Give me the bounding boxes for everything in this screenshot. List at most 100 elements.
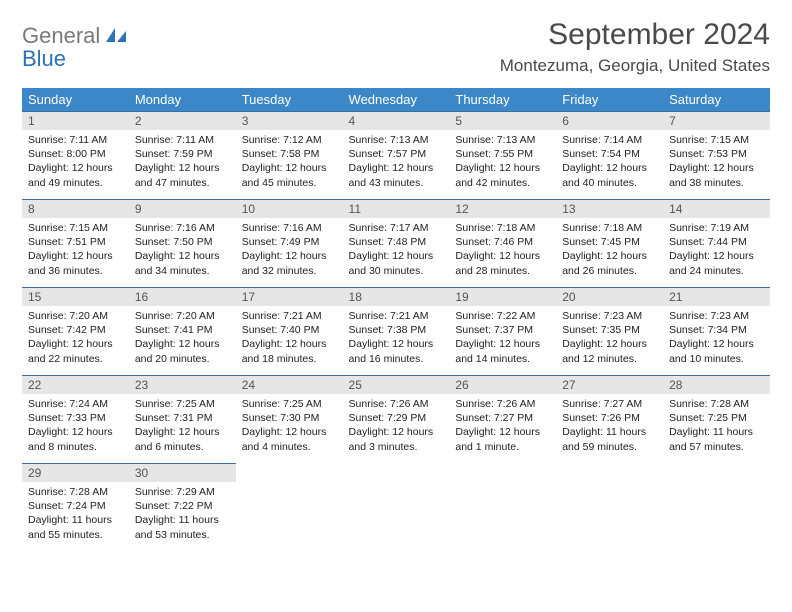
daylight-line: Daylight: 12 hours and 49 minutes. (28, 161, 123, 189)
day-details: Sunrise: 7:18 AMSunset: 7:46 PMDaylight:… (449, 218, 556, 282)
day-number: 14 (663, 199, 770, 218)
sunrise-line: Sunrise: 7:18 AM (562, 221, 657, 235)
day-details: Sunrise: 7:23 AMSunset: 7:34 PMDaylight:… (663, 306, 770, 370)
weekday-header: Monday (129, 88, 236, 111)
daylight-line: Daylight: 12 hours and 1 minute. (455, 425, 550, 453)
day-number: 24 (236, 375, 343, 394)
day-number: 1 (22, 111, 129, 130)
day-details: Sunrise: 7:16 AMSunset: 7:49 PMDaylight:… (236, 218, 343, 282)
day-number: 4 (343, 111, 450, 130)
day-number: 3 (236, 111, 343, 130)
calendar-cell: 8Sunrise: 7:15 AMSunset: 7:51 PMDaylight… (22, 199, 129, 287)
calendar-cell: .. (343, 463, 450, 551)
day-number: 11 (343, 199, 450, 218)
weekday-header: Wednesday (343, 88, 450, 111)
day-number: 22 (22, 375, 129, 394)
daylight-line: Daylight: 12 hours and 28 minutes. (455, 249, 550, 277)
location: Montezuma, Georgia, United States (500, 56, 770, 76)
sunset-line: Sunset: 7:24 PM (28, 499, 123, 513)
calendar-cell: 25Sunrise: 7:26 AMSunset: 7:29 PMDayligh… (343, 375, 450, 463)
calendar-row: 8Sunrise: 7:15 AMSunset: 7:51 PMDaylight… (22, 199, 770, 287)
daylight-line: Daylight: 11 hours and 57 minutes. (669, 425, 764, 453)
day-details: Sunrise: 7:19 AMSunset: 7:44 PMDaylight:… (663, 218, 770, 282)
day-details: Sunrise: 7:26 AMSunset: 7:29 PMDaylight:… (343, 394, 450, 458)
calendar-cell: 1Sunrise: 7:11 AMSunset: 8:00 PMDaylight… (22, 111, 129, 199)
title-block: September 2024 Montezuma, Georgia, Unite… (500, 18, 770, 76)
sunrise-line: Sunrise: 7:12 AM (242, 133, 337, 147)
calendar-cell: 28Sunrise: 7:28 AMSunset: 7:25 PMDayligh… (663, 375, 770, 463)
day-details: Sunrise: 7:24 AMSunset: 7:33 PMDaylight:… (22, 394, 129, 458)
sunrise-line: Sunrise: 7:21 AM (242, 309, 337, 323)
day-details: Sunrise: 7:21 AMSunset: 7:38 PMDaylight:… (343, 306, 450, 370)
sunset-line: Sunset: 8:00 PM (28, 147, 123, 161)
daylight-line: Daylight: 12 hours and 26 minutes. (562, 249, 657, 277)
daylight-line: Daylight: 12 hours and 36 minutes. (28, 249, 123, 277)
calendar-cell: 4Sunrise: 7:13 AMSunset: 7:57 PMDaylight… (343, 111, 450, 199)
calendar-cell: 26Sunrise: 7:26 AMSunset: 7:27 PMDayligh… (449, 375, 556, 463)
calendar-cell: 12Sunrise: 7:18 AMSunset: 7:46 PMDayligh… (449, 199, 556, 287)
calendar-cell: 15Sunrise: 7:20 AMSunset: 7:42 PMDayligh… (22, 287, 129, 375)
day-details: Sunrise: 7:20 AMSunset: 7:42 PMDaylight:… (22, 306, 129, 370)
calendar-cell: 16Sunrise: 7:20 AMSunset: 7:41 PMDayligh… (129, 287, 236, 375)
calendar-row: 29Sunrise: 7:28 AMSunset: 7:24 PMDayligh… (22, 463, 770, 551)
calendar-cell: 17Sunrise: 7:21 AMSunset: 7:40 PMDayligh… (236, 287, 343, 375)
daylight-line: Daylight: 12 hours and 30 minutes. (349, 249, 444, 277)
daylight-line: Daylight: 12 hours and 22 minutes. (28, 337, 123, 365)
calendar-cell: 9Sunrise: 7:16 AMSunset: 7:50 PMDaylight… (129, 199, 236, 287)
day-number: 10 (236, 199, 343, 218)
sunset-line: Sunset: 7:29 PM (349, 411, 444, 425)
sunset-line: Sunset: 7:38 PM (349, 323, 444, 337)
day-number: 23 (129, 375, 236, 394)
day-number: 27 (556, 375, 663, 394)
day-details: Sunrise: 7:12 AMSunset: 7:58 PMDaylight:… (236, 130, 343, 194)
day-details: Sunrise: 7:15 AMSunset: 7:53 PMDaylight:… (663, 130, 770, 194)
sunrise-line: Sunrise: 7:14 AM (562, 133, 657, 147)
sunset-line: Sunset: 7:50 PM (135, 235, 230, 249)
sunrise-line: Sunrise: 7:15 AM (28, 221, 123, 235)
sunset-line: Sunset: 7:54 PM (562, 147, 657, 161)
day-number: 18 (343, 287, 450, 306)
calendar-cell: 7Sunrise: 7:15 AMSunset: 7:53 PMDaylight… (663, 111, 770, 199)
day-details: Sunrise: 7:15 AMSunset: 7:51 PMDaylight:… (22, 218, 129, 282)
day-number: 28 (663, 375, 770, 394)
daylight-line: Daylight: 12 hours and 34 minutes. (135, 249, 230, 277)
calendar-row: 1Sunrise: 7:11 AMSunset: 8:00 PMDaylight… (22, 111, 770, 199)
day-details: Sunrise: 7:28 AMSunset: 7:24 PMDaylight:… (22, 482, 129, 546)
sunset-line: Sunset: 7:51 PM (28, 235, 123, 249)
sunrise-line: Sunrise: 7:26 AM (455, 397, 550, 411)
sunset-line: Sunset: 7:30 PM (242, 411, 337, 425)
sunrise-line: Sunrise: 7:28 AM (669, 397, 764, 411)
calendar-cell: 30Sunrise: 7:29 AMSunset: 7:22 PMDayligh… (129, 463, 236, 551)
daylight-line: Daylight: 12 hours and 18 minutes. (242, 337, 337, 365)
calendar-cell: 23Sunrise: 7:25 AMSunset: 7:31 PMDayligh… (129, 375, 236, 463)
daylight-line: Daylight: 12 hours and 4 minutes. (242, 425, 337, 453)
header: General Blue September 2024 Montezuma, G… (22, 18, 770, 76)
sunrise-line: Sunrise: 7:25 AM (242, 397, 337, 411)
sunrise-line: Sunrise: 7:26 AM (349, 397, 444, 411)
day-number: 2 (129, 111, 236, 130)
daylight-line: Daylight: 12 hours and 47 minutes. (135, 161, 230, 189)
sunset-line: Sunset: 7:57 PM (349, 147, 444, 161)
weekday-header: Saturday (663, 88, 770, 111)
calendar-row: 15Sunrise: 7:20 AMSunset: 7:42 PMDayligh… (22, 287, 770, 375)
sunset-line: Sunset: 7:55 PM (455, 147, 550, 161)
sunrise-line: Sunrise: 7:25 AM (135, 397, 230, 411)
calendar-cell: 20Sunrise: 7:23 AMSunset: 7:35 PMDayligh… (556, 287, 663, 375)
logo-word-general: General (22, 23, 100, 48)
sunset-line: Sunset: 7:33 PM (28, 411, 123, 425)
calendar-cell: .. (449, 463, 556, 551)
day-details: Sunrise: 7:23 AMSunset: 7:35 PMDaylight:… (556, 306, 663, 370)
day-number: 21 (663, 287, 770, 306)
day-number: 16 (129, 287, 236, 306)
daylight-line: Daylight: 12 hours and 42 minutes. (455, 161, 550, 189)
day-number: 17 (236, 287, 343, 306)
sunset-line: Sunset: 7:27 PM (455, 411, 550, 425)
daylight-line: Daylight: 12 hours and 16 minutes. (349, 337, 444, 365)
sunset-line: Sunset: 7:46 PM (455, 235, 550, 249)
calendar-cell: .. (663, 463, 770, 551)
sunset-line: Sunset: 7:48 PM (349, 235, 444, 249)
day-details: Sunrise: 7:22 AMSunset: 7:37 PMDaylight:… (449, 306, 556, 370)
sunset-line: Sunset: 7:34 PM (669, 323, 764, 337)
daylight-line: Daylight: 12 hours and 24 minutes. (669, 249, 764, 277)
calendar-cell: 18Sunrise: 7:21 AMSunset: 7:38 PMDayligh… (343, 287, 450, 375)
